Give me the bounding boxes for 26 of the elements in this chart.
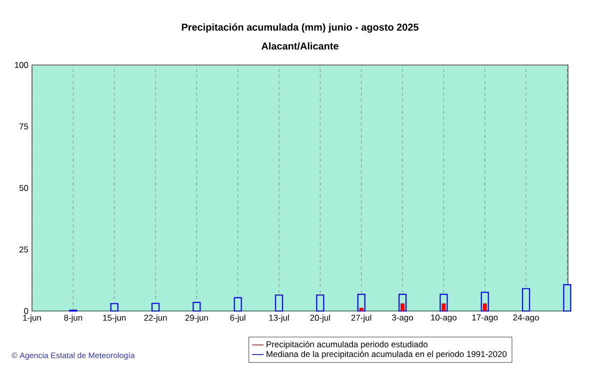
chart-title: Precipitación acumulada (mm) junio - agosto 2025: [182, 23, 418, 33]
y-tick-label: 0: [24, 308, 28, 314]
legend-label: Precipitación acumulada periodo estudiado: [266, 341, 428, 349]
y-tick-label: 50: [19, 185, 28, 191]
x-tick-label: 13-jul: [269, 314, 289, 322]
y-tick-label: 75: [20, 124, 28, 130]
x-tick-label: 17-ago: [472, 314, 498, 322]
x-tick-label: 20-jul: [310, 314, 330, 322]
x-tick-label: 22-jun: [144, 314, 167, 322]
bar: [442, 303, 446, 311]
x-tick-label: 3-ago: [392, 314, 413, 322]
bar: [482, 303, 487, 311]
legend-label: Mediana de la precipitación acumulada en el periodo 1991-2020: [266, 350, 507, 359]
x-tick-label: 1-jun: [23, 314, 41, 322]
x-tick-label: 6-jul: [230, 314, 246, 322]
x-tick-label: 15-jun: [103, 314, 126, 322]
chart-subtitle: Alacant/Alicante: [262, 42, 338, 50]
x-tick-label: 24-ago: [513, 314, 539, 322]
x-tick-label: 27-jul: [351, 314, 372, 322]
bar: [359, 308, 364, 311]
y-tick-label: 25: [19, 246, 28, 252]
x-tick-label: 8-jun: [64, 314, 82, 322]
bar: [400, 303, 405, 311]
x-tick-label: 29-jun: [185, 314, 208, 322]
x-tick-label: 10-ago: [431, 314, 457, 322]
y-tick-label: 100: [14, 62, 28, 68]
